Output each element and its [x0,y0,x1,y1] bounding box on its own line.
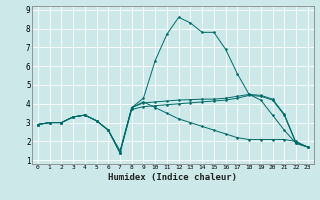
X-axis label: Humidex (Indice chaleur): Humidex (Indice chaleur) [108,173,237,182]
